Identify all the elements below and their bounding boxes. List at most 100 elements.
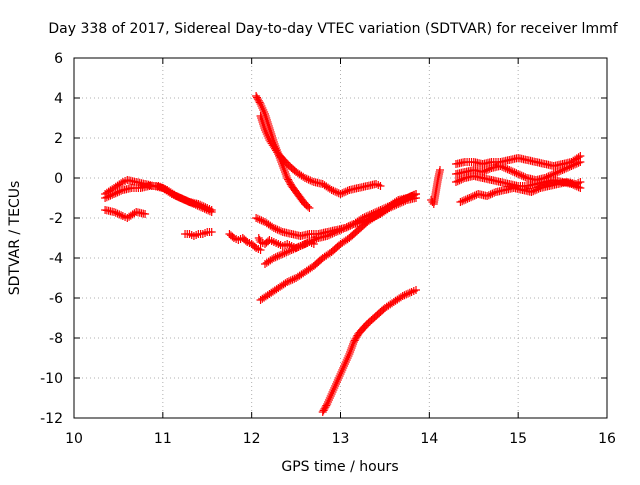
- data-point: [340, 360, 349, 368]
- data-point: [339, 224, 348, 233]
- data-point: [507, 166, 516, 175]
- grid-lines: [74, 58, 607, 418]
- data-point: [156, 182, 165, 191]
- data-point: [258, 104, 267, 112]
- data-point: [325, 394, 334, 402]
- data-point: [141, 210, 150, 218]
- data-point: [259, 106, 268, 114]
- data-point: [388, 201, 397, 210]
- data-point: [191, 200, 200, 209]
- data-point: [200, 204, 209, 213]
- data-point: [109, 190, 118, 198]
- data-point: [323, 400, 332, 408]
- data-point: [102, 193, 111, 202]
- data-point: [529, 187, 538, 196]
- data-point: [273, 225, 282, 234]
- data-point: [456, 198, 465, 206]
- data-point: [348, 342, 357, 350]
- data-point: [326, 230, 335, 239]
- data-point: [278, 250, 287, 258]
- data-point: [508, 167, 517, 176]
- data-point: [182, 196, 191, 205]
- series-track-h: [256, 112, 385, 198]
- data-point: [346, 346, 355, 354]
- data-point: [117, 211, 126, 220]
- data-point: [260, 126, 269, 134]
- data-point: [186, 198, 195, 207]
- data-point: [562, 164, 571, 173]
- data-point: [273, 252, 282, 261]
- data-point: [303, 202, 312, 211]
- data-point: [514, 170, 523, 178]
- data-point: [534, 184, 543, 193]
- series-track-j: [260, 190, 421, 268]
- x-tick-label: 15: [509, 431, 527, 447]
- data-point: [288, 275, 297, 284]
- data-point: [305, 238, 314, 246]
- data-point: [563, 163, 572, 172]
- data-point: [207, 228, 216, 236]
- data-point: [341, 358, 350, 366]
- data-point: [344, 222, 353, 231]
- data-point: [298, 241, 307, 250]
- data-point: [310, 235, 319, 244]
- data-point: [551, 169, 560, 178]
- data-point: [567, 162, 576, 170]
- data-point: [484, 191, 493, 200]
- data-point: [287, 246, 296, 254]
- data-point: [113, 188, 122, 197]
- data-point: [104, 192, 113, 201]
- data-point: [307, 237, 316, 246]
- data-point: [459, 174, 468, 183]
- data-point: [404, 289, 413, 298]
- series-track-c: [101, 206, 150, 222]
- data-point: [286, 276, 295, 285]
- data-point: [172, 192, 181, 200]
- data-point: [505, 166, 514, 174]
- data-point: [391, 199, 400, 208]
- data-point: [276, 250, 285, 259]
- data-point: [268, 222, 277, 231]
- data-point: [496, 162, 505, 170]
- data-point: [483, 192, 492, 200]
- data-point: [327, 390, 336, 398]
- data-point: [336, 190, 345, 198]
- data-point: [556, 166, 565, 175]
- data-point: [470, 191, 479, 200]
- data-point: [404, 193, 413, 202]
- x-tick-label: 14: [420, 431, 438, 447]
- data-point: [503, 165, 512, 174]
- data-point: [576, 158, 585, 166]
- data-point: [457, 175, 466, 184]
- data-point: [458, 197, 467, 206]
- data-point: [337, 225, 346, 234]
- data-point: [269, 254, 278, 262]
- y-tick-label: 2: [54, 131, 63, 147]
- data-point: [572, 159, 581, 168]
- series-track-e: [225, 230, 265, 254]
- data-point: [486, 190, 495, 199]
- series-track-m: [427, 166, 444, 208]
- x-tick-label: 10: [65, 431, 83, 447]
- data-point: [571, 160, 580, 169]
- y-tick-label: -2: [49, 211, 63, 227]
- data-point: [330, 228, 339, 237]
- data-point: [257, 216, 266, 225]
- data-point: [308, 177, 317, 186]
- data-point: [326, 392, 335, 400]
- data-point: [453, 177, 462, 186]
- data-point: [405, 288, 414, 297]
- data-point: [302, 174, 311, 183]
- data-point: [402, 290, 411, 299]
- data-point: [101, 194, 110, 202]
- data-point: [490, 188, 499, 197]
- data-point: [499, 163, 508, 172]
- data-point: [291, 244, 300, 253]
- data-point: [256, 112, 265, 120]
- data-point: [268, 255, 277, 264]
- data-point: [275, 251, 284, 260]
- data-point: [531, 186, 540, 195]
- data-point: [289, 245, 298, 254]
- data-point: [189, 200, 198, 208]
